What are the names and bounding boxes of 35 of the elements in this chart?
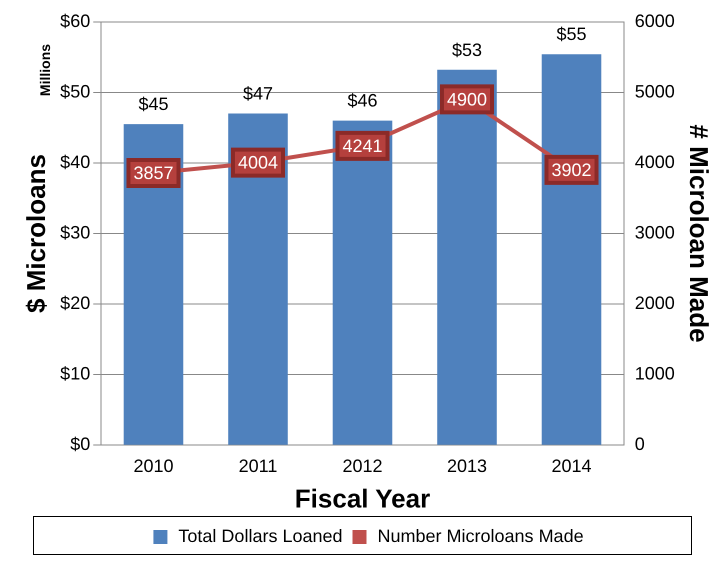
x-tick-label: 2011 (238, 456, 278, 476)
x-tick-label: 2013 (446, 456, 488, 476)
y-tick-label: $30 (60, 222, 90, 242)
y-tick-label: $20 (60, 293, 90, 314)
y2-axis-title: # Microloan Made (684, 124, 714, 343)
data-label: 3857 (133, 162, 174, 183)
legend-label: Total Dollars Loaned (178, 526, 343, 546)
y2-tick-label: 0 (634, 434, 645, 454)
x-axis-title: Fiscal Year (294, 484, 430, 514)
x-tick-label: 2014 (551, 456, 592, 476)
y2-tick-label: 6000 (634, 10, 675, 31)
text: Millions (36, 44, 53, 96)
y2-tick-label: 4000 (634, 152, 675, 172)
legend-label: Number Microloans Made (378, 526, 584, 546)
x-tick-label: 2010 (133, 456, 174, 476)
y-axis-title: $ Microloans (20, 154, 51, 313)
y-tick-label: $40 (60, 152, 90, 172)
data-label: 4241 (342, 136, 383, 156)
y-tick-label: $10 (60, 364, 90, 384)
y-tick-label: $50 (60, 81, 90, 102)
x-tick-label: 2012 (342, 456, 383, 476)
data-label: 4004 (238, 152, 278, 173)
y-tick-label: $0 (70, 434, 90, 454)
y2-tick-label: 5000 (634, 81, 675, 102)
data-label: $55 (556, 24, 587, 44)
data-label: $47 (242, 84, 274, 104)
data-label: 4900 (446, 89, 488, 110)
y-tick-label: $60 (60, 10, 90, 31)
data-label: $53 (452, 40, 482, 60)
y2-tick-label: 1000 (634, 364, 675, 384)
y2-tick-label: 3000 (634, 222, 675, 242)
data-label: $46 (347, 90, 378, 111)
data-label: 3902 (551, 160, 592, 180)
data-label: $45 (138, 94, 169, 114)
y2-tick-label: 2000 (634, 293, 675, 314)
